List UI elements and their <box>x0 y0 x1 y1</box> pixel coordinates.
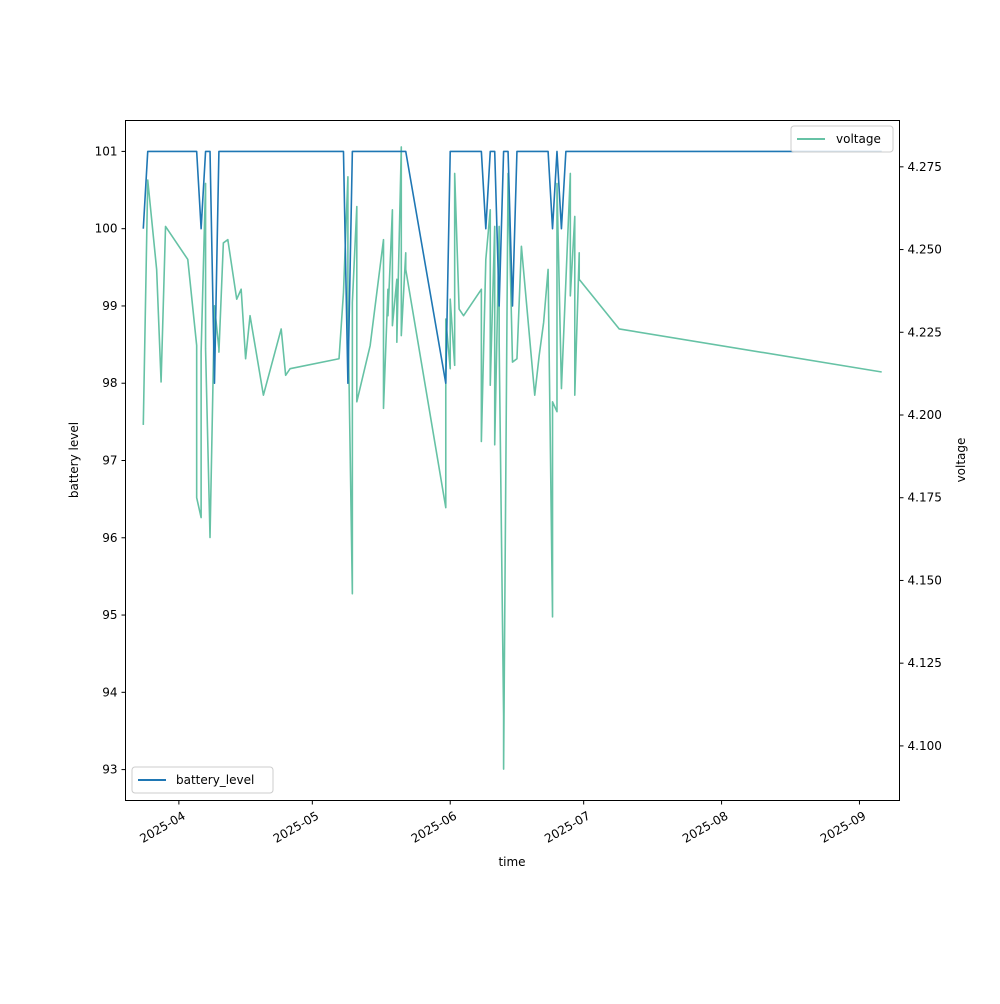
legend-voltage-box <box>790 125 894 153</box>
y-tick-label: 93 <box>102 763 117 777</box>
y-tick-label: 100 <box>95 222 118 236</box>
y2-tick-label: 4.100 <box>908 739 942 753</box>
y2-axis-label: voltage <box>954 438 968 483</box>
x-tick-label: 2025-09 <box>818 809 868 846</box>
x-tick-label: 2025-05 <box>271 809 321 846</box>
y-tick-label: 101 <box>95 144 118 158</box>
y-tick-label: 96 <box>102 531 117 545</box>
y-tick-label: 95 <box>102 608 117 622</box>
y-axis-left: 93 94 95 96 97 98 99 100 101 <box>95 144 126 777</box>
y2-tick-label: 4.125 <box>908 656 942 670</box>
y2-tick-label: 4.150 <box>908 573 942 587</box>
legend-voltage-label: voltage <box>836 132 881 146</box>
x-axis-label: time <box>498 855 525 869</box>
plot-frame <box>125 120 900 801</box>
series-layer <box>142 146 882 770</box>
legend-battery-label: battery_level <box>176 773 254 787</box>
y2-tick-label: 4.225 <box>908 325 942 339</box>
x-axis: 2025-04 2025-05 2025-06 2025-07 2025-08 2025-… <box>137 800 868 846</box>
legend-voltage: voltage <box>790 125 894 153</box>
y-tick-label: 94 <box>102 685 117 699</box>
series-line-voltage <box>142 146 882 770</box>
y-tick-label: 99 <box>102 299 117 313</box>
y-axis-right: 4.100 4.125 4.150 4.175 4.200 4.225 4.250 4.275 <box>899 160 942 753</box>
y-tick-label: 97 <box>102 454 117 468</box>
legend-battery-level: battery_level <box>131 766 274 794</box>
y2-tick-label: 4.175 <box>908 491 942 505</box>
y-axis-label: battery level <box>67 422 81 498</box>
x-tick-label: 2025-08 <box>680 809 730 846</box>
x-tick-label: 2025-07 <box>542 809 592 846</box>
y2-tick-label: 4.275 <box>908 160 942 174</box>
x-tick-label: 2025-06 <box>409 809 459 846</box>
series-line-battery-level <box>142 150 882 385</box>
y-tick-label: 98 <box>102 376 117 390</box>
y2-tick-label: 4.200 <box>908 408 942 422</box>
legend-battery-box <box>131 766 274 794</box>
x-tick-label: 2025-04 <box>137 809 187 846</box>
y2-tick-label: 4.250 <box>908 243 942 257</box>
